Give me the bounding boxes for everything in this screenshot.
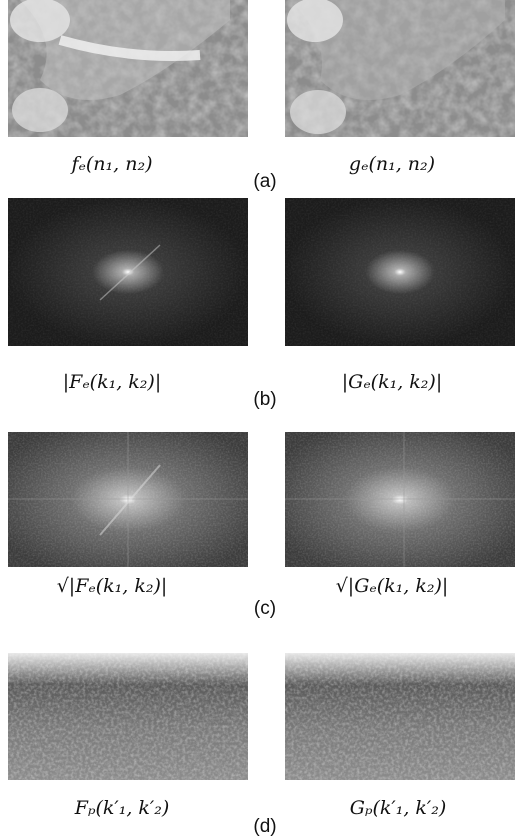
panel-label: (c) <box>254 598 276 619</box>
image-ge <box>285 0 515 137</box>
caption: √|Gₑ(k₁, k₂)| <box>336 575 449 597</box>
caption: √|Fₑ(k₁, k₂)| <box>57 575 168 597</box>
caption: Gₚ(k′₁, k′₂) <box>350 797 447 819</box>
figure: fₑ(n₁, n₂) gₑ(n₁, n₂) (a) |Fₑ(k₁, k₂)| |… <box>0 0 522 838</box>
image-gp <box>285 653 515 780</box>
image-fe-spectrum <box>8 198 248 346</box>
caption: |Gₑ(k₁, k₂)| <box>342 371 443 393</box>
image-fe-sqrt-spectrum <box>8 432 248 567</box>
image-fp <box>8 653 248 780</box>
caption: Fₚ(k′₁, k′₂) <box>74 797 170 819</box>
page: {"figure": {"rows": [ {"label": "(a)", "… <box>0 0 522 838</box>
caption: gₑ(n₁, n₂) <box>349 153 435 175</box>
image-ge-sqrt-spectrum <box>285 432 515 567</box>
caption: |Fₑ(k₁, k₂)| <box>63 371 162 393</box>
panel-label: (a) <box>253 171 276 192</box>
caption: fₑ(n₁, n₂) <box>69 153 152 175</box>
panel-label: (b) <box>253 389 276 410</box>
image-ge-spectrum <box>285 198 515 346</box>
panel-label: (d) <box>253 816 276 837</box>
image-fe <box>8 0 248 137</box>
